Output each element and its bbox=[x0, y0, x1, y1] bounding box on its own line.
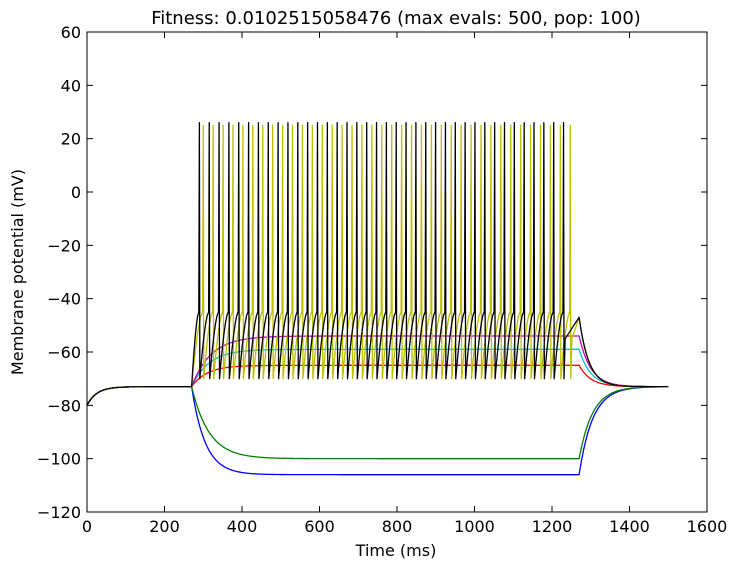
y-tick-label: −20 bbox=[47, 236, 81, 255]
y-tick-label: −60 bbox=[47, 343, 81, 362]
series-line-1 bbox=[86, 386, 669, 460]
x-tick-label: 1000 bbox=[454, 517, 495, 536]
series-line-0 bbox=[86, 386, 669, 476]
x-tick-label: 200 bbox=[149, 517, 180, 536]
series-line-6 bbox=[86, 122, 669, 406]
y-tick-label: 20 bbox=[61, 130, 81, 149]
y-axis: −120 −100 −80 −60 −40 −20 0 20 40 60 bbox=[37, 23, 707, 522]
x-tick-label: 1600 bbox=[687, 517, 728, 536]
y-axis-label: Membrane potential (mV) bbox=[8, 169, 27, 375]
plot-area bbox=[86, 122, 669, 476]
y-tick-label: −120 bbox=[37, 503, 81, 522]
x-axis: 0 200 400 600 800 1000 1200 1400 1600 bbox=[82, 32, 727, 536]
x-axis-label: Time (ms) bbox=[355, 541, 437, 560]
x-tick-label: 800 bbox=[382, 517, 413, 536]
x-tick-label: 1200 bbox=[532, 517, 573, 536]
chart-title: Fitness: 0.0102515058476 (max evals: 500… bbox=[151, 8, 641, 29]
x-tick-label: 400 bbox=[227, 517, 258, 536]
x-tick-label: 1400 bbox=[609, 517, 650, 536]
y-tick-label: −40 bbox=[47, 290, 81, 309]
y-tick-label: 0 bbox=[71, 183, 81, 202]
y-tick-label: 40 bbox=[61, 76, 81, 95]
y-tick-label: 60 bbox=[61, 23, 81, 42]
x-tick-label: 600 bbox=[304, 517, 335, 536]
y-tick-label: −80 bbox=[47, 396, 81, 415]
series-line-5 bbox=[86, 124, 669, 406]
y-tick-label: −100 bbox=[37, 450, 81, 469]
x-tick-label: 0 bbox=[82, 517, 92, 536]
